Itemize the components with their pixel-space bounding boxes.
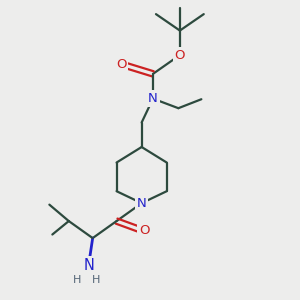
Text: N: N: [137, 197, 146, 210]
Text: O: O: [175, 49, 185, 62]
Text: H: H: [73, 275, 82, 286]
Text: N: N: [83, 258, 94, 273]
Text: O: O: [116, 58, 127, 71]
Text: N: N: [148, 92, 158, 105]
Text: H: H: [92, 275, 100, 286]
Text: O: O: [139, 224, 149, 237]
